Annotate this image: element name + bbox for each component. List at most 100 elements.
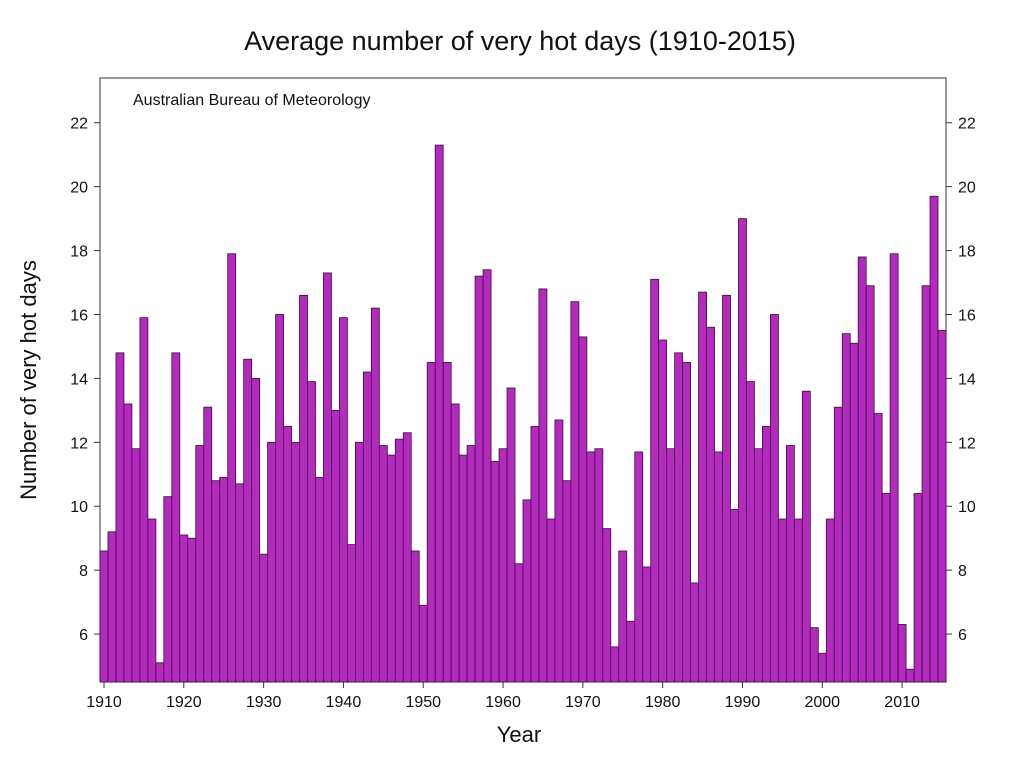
bar-2000 xyxy=(817,652,827,683)
bar-1988 xyxy=(722,294,731,683)
bar-1951 xyxy=(426,362,436,683)
bar-1939 xyxy=(331,409,340,683)
bar-1953 xyxy=(442,362,452,683)
bar-1931 xyxy=(267,441,276,683)
y-tick-label-left: 16 xyxy=(70,307,88,324)
bar-1999 xyxy=(809,627,819,683)
x-tick-label: 1910 xyxy=(86,694,122,711)
bar-1977 xyxy=(634,451,644,683)
bar-2014 xyxy=(929,195,939,683)
bar-1959 xyxy=(490,461,500,683)
bar-2002 xyxy=(833,406,843,683)
bar-1989 xyxy=(730,509,739,683)
y-tick-label-right: 12 xyxy=(958,435,976,452)
bar-2001 xyxy=(825,518,835,683)
bar-1910 xyxy=(99,550,109,683)
bar-1963 xyxy=(522,499,532,683)
bar-1970 xyxy=(578,336,588,683)
bar-1936 xyxy=(307,381,316,683)
bar-2006 xyxy=(865,285,875,683)
bar-1957 xyxy=(474,275,484,683)
x-tick-label: 1990 xyxy=(725,694,761,711)
x-tick-label: 1920 xyxy=(166,694,202,711)
bar-1997 xyxy=(793,518,803,683)
bar-2005 xyxy=(857,256,867,683)
bar-1986 xyxy=(706,326,715,683)
y-tick-label-left: 18 xyxy=(70,244,88,261)
bar-2008 xyxy=(881,493,891,683)
y-tick-label-left: 22 xyxy=(70,116,88,133)
bar-1917 xyxy=(155,662,165,683)
y-tick-label-left: 8 xyxy=(79,563,88,580)
bar-1944 xyxy=(370,307,380,683)
bar-1925 xyxy=(219,477,229,683)
bar-1981 xyxy=(666,448,676,683)
bar-1971 xyxy=(586,451,596,683)
y-tick-label-left: 6 xyxy=(79,627,88,644)
bar-2013 xyxy=(921,285,931,683)
bar-1992 xyxy=(754,448,763,683)
x-tick-label: 1960 xyxy=(485,694,521,711)
y-axis-right-ticks: 6 8 10 12 14 16 18 20 22 xyxy=(946,116,976,644)
bar-2015 xyxy=(937,330,947,683)
x-tick-label: 1980 xyxy=(645,694,681,711)
bar-1912 xyxy=(115,352,125,683)
bar-1968 xyxy=(562,480,572,683)
bar-1940 xyxy=(339,317,348,683)
bar-2007 xyxy=(873,413,883,683)
bar-1924 xyxy=(211,480,221,683)
bar-2011 xyxy=(905,668,915,683)
bar-2010 xyxy=(897,624,907,683)
bar-1935 xyxy=(299,294,308,683)
bar-1984 xyxy=(690,582,699,683)
y-tick-label-right: 20 xyxy=(958,180,976,197)
bar-1937 xyxy=(315,477,324,683)
bar-1929 xyxy=(251,377,261,683)
bar-1915 xyxy=(139,317,149,683)
y-tick-label-left: 20 xyxy=(70,180,88,197)
x-tick-label: 1950 xyxy=(405,694,441,711)
bar-2012 xyxy=(913,493,923,683)
bar-1964 xyxy=(530,425,540,683)
bar-1916 xyxy=(147,518,157,683)
bar-1990 xyxy=(738,218,747,683)
y-axis-left-ticks: 6 8 10 12 14 16 18 20 22 xyxy=(70,116,100,644)
bar-1978 xyxy=(642,566,652,683)
bar-1913 xyxy=(123,403,133,683)
bar-1965 xyxy=(538,288,548,683)
bar-1945 xyxy=(378,445,388,683)
bar-1955 xyxy=(458,454,468,683)
x-tick-label: 1940 xyxy=(326,694,362,711)
bar-1993 xyxy=(762,425,771,683)
bar-1941 xyxy=(347,544,356,683)
bar-1921 xyxy=(187,537,197,683)
bar-1973 xyxy=(602,528,612,683)
chart-title: Average number of very hot days (1910-20… xyxy=(244,26,796,56)
bar-1943 xyxy=(362,371,372,683)
bar-1987 xyxy=(714,451,723,683)
y-tick-label-right: 14 xyxy=(958,371,976,388)
bar-1914 xyxy=(131,448,141,683)
bar-2009 xyxy=(889,253,899,683)
bar-1927 xyxy=(235,483,245,683)
y-tick-label-right: 22 xyxy=(958,116,976,133)
bar-1911 xyxy=(107,531,117,683)
x-tick-label: 2000 xyxy=(804,694,840,711)
bar-1972 xyxy=(594,448,604,683)
bar-1995 xyxy=(778,518,787,683)
bar-2004 xyxy=(849,342,859,683)
bar-1961 xyxy=(506,387,516,683)
y-tick-label-left: 14 xyxy=(70,371,88,388)
bar-1998 xyxy=(801,390,811,683)
bar-1996 xyxy=(785,445,795,683)
y-tick-label-right: 18 xyxy=(958,244,976,261)
bar-1942 xyxy=(354,441,364,683)
bar-1919 xyxy=(171,352,181,683)
y-tick-label-left: 12 xyxy=(70,435,88,452)
bar-1983 xyxy=(682,362,691,683)
bar-1952 xyxy=(434,144,444,683)
x-axis-label: Year xyxy=(497,722,541,747)
y-axis-label: Number of very hot days xyxy=(16,260,41,500)
bar-1979 xyxy=(650,278,660,683)
